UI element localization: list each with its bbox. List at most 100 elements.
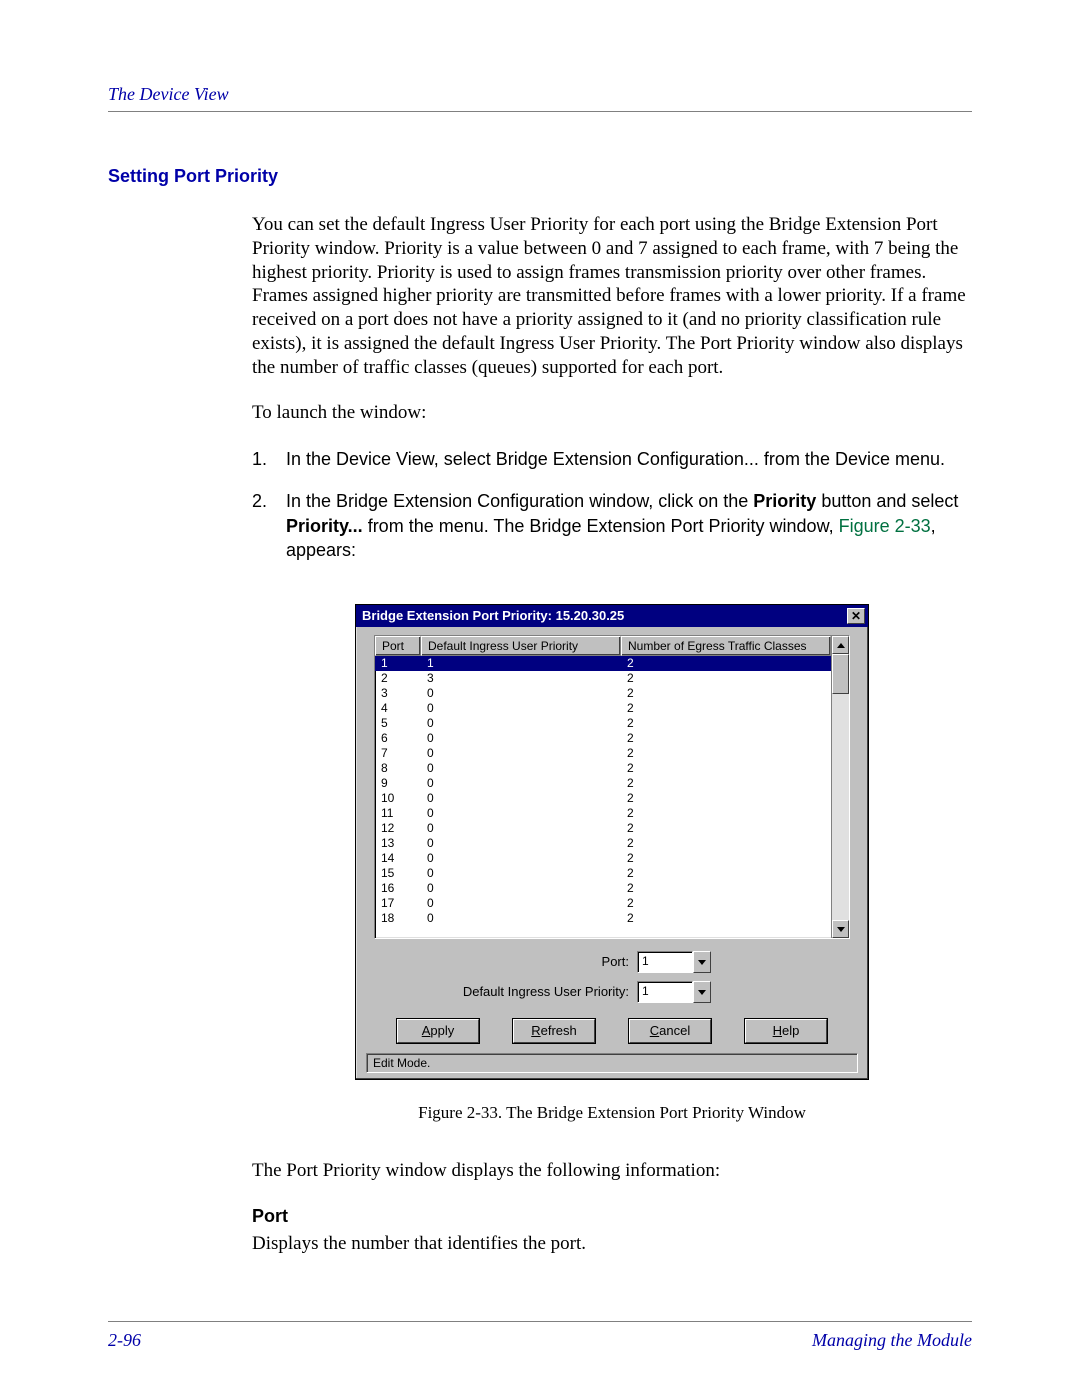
cell-port: 17 — [375, 896, 421, 911]
text-fragment: from the menu. The Bridge Extension Port… — [363, 516, 839, 536]
cell-port: 18 — [375, 911, 421, 926]
column-header-classes[interactable]: Number of Egress Traffic Classes — [621, 636, 831, 656]
refresh-button[interactable]: Refresh — [513, 1019, 595, 1043]
cell-port: 7 — [375, 746, 421, 761]
table-row[interactable]: 1802 — [375, 911, 831, 926]
table-row[interactable]: 1502 — [375, 866, 831, 881]
help-button[interactable]: Help — [745, 1019, 827, 1043]
figure-container: Bridge Extension Port Priority: 15.20.30… — [252, 604, 972, 1123]
cell-priority: 0 — [421, 701, 621, 716]
titlebar[interactable]: Bridge Extension Port Priority: 15.20.30… — [356, 605, 868, 627]
cell-classes: 2 — [621, 731, 831, 746]
step-1: 1. In the Device View, select Bridge Ext… — [252, 447, 972, 471]
scroll-thumb[interactable] — [832, 654, 849, 694]
text-fragment: In the Bridge Extension Configuration wi… — [286, 491, 753, 511]
mnemonic: R — [531, 1023, 540, 1038]
cell-port: 5 — [375, 716, 421, 731]
bold-text: Priority — [753, 491, 816, 511]
cell-priority: 0 — [421, 836, 621, 851]
table-row[interactable]: 1402 — [375, 851, 831, 866]
cell-priority: 0 — [421, 806, 621, 821]
bold-text: Priority... — [286, 516, 363, 536]
port-combobox-button[interactable] — [693, 951, 711, 973]
cell-priority: 0 — [421, 716, 621, 731]
cell-classes: 2 — [621, 776, 831, 791]
column-header-port[interactable]: Port — [375, 636, 421, 656]
table-row[interactable]: 112 — [375, 656, 831, 671]
cell-priority: 0 — [421, 746, 621, 761]
cell-priority: 0 — [421, 791, 621, 806]
cell-classes: 2 — [621, 866, 831, 881]
table-row[interactable]: 1202 — [375, 821, 831, 836]
cell-port: 1 — [375, 656, 421, 671]
priority-combobox-value[interactable]: 1 — [637, 981, 693, 1003]
cell-classes: 2 — [621, 761, 831, 776]
status-text: Edit Mode. — [373, 1056, 430, 1070]
scroll-up-button[interactable] — [832, 636, 849, 654]
table-row[interactable]: 502 — [375, 716, 831, 731]
table-row[interactable]: 232 — [375, 671, 831, 686]
port-select-row: Port: 1 — [366, 951, 858, 973]
priority-combobox[interactable]: 1 — [637, 981, 711, 1003]
table-row[interactable]: 802 — [375, 761, 831, 776]
port-combobox-value[interactable]: 1 — [637, 951, 693, 973]
cell-port: 11 — [375, 806, 421, 821]
info-paragraph: The Port Priority window displays the fo… — [252, 1159, 972, 1183]
cell-priority: 3 — [421, 671, 621, 686]
cell-port: 2 — [375, 671, 421, 686]
table-row[interactable]: 702 — [375, 746, 831, 761]
page-footer: 2-96 Managing the Module — [108, 1321, 972, 1351]
page-number: 2-96 — [108, 1330, 141, 1351]
listview-content: Port Default Ingress User Priority Numbe… — [375, 636, 831, 938]
cell-classes: 2 — [621, 881, 831, 896]
vertical-scrollbar[interactable] — [831, 636, 849, 938]
column-header-priority[interactable]: Default Ingress User Priority — [421, 636, 621, 656]
table-row[interactable]: 1602 — [375, 881, 831, 896]
dialog-window: Bridge Extension Port Priority: 15.20.30… — [355, 604, 869, 1080]
cell-classes: 2 — [621, 656, 831, 671]
section-heading: Setting Port Priority — [108, 166, 972, 187]
cell-classes: 2 — [621, 911, 831, 926]
port-combobox[interactable]: 1 — [637, 951, 711, 973]
button-label: efresh — [541, 1023, 577, 1038]
cell-port: 16 — [375, 881, 421, 896]
button-label: ancel — [659, 1023, 690, 1038]
cell-priority: 0 — [421, 881, 621, 896]
button-label: pply — [430, 1023, 454, 1038]
table-row[interactable]: 902 — [375, 776, 831, 791]
apply-button[interactable]: Apply — [397, 1019, 479, 1043]
step-number: 2. — [252, 489, 286, 562]
cell-port: 6 — [375, 731, 421, 746]
cell-port: 13 — [375, 836, 421, 851]
table-row[interactable]: 302 — [375, 686, 831, 701]
table-row[interactable]: 1102 — [375, 806, 831, 821]
running-head: The Device View — [108, 84, 972, 105]
table-row[interactable]: 1002 — [375, 791, 831, 806]
table-row[interactable]: 602 — [375, 731, 831, 746]
table-row[interactable]: 1302 — [375, 836, 831, 851]
priority-combobox-button[interactable] — [693, 981, 711, 1003]
cell-port: 4 — [375, 701, 421, 716]
cell-classes: 2 — [621, 686, 831, 701]
close-button[interactable]: ✕ — [847, 608, 865, 624]
cancel-button[interactable]: Cancel — [629, 1019, 711, 1043]
cell-priority: 0 — [421, 896, 621, 911]
cell-priority: 0 — [421, 686, 621, 701]
chapter-title: Managing the Module — [812, 1330, 972, 1351]
scroll-track[interactable] — [832, 694, 849, 920]
table-row[interactable]: 1702 — [375, 896, 831, 911]
cell-port: 10 — [375, 791, 421, 806]
cell-port: 15 — [375, 866, 421, 881]
port-listview[interactable]: Port Default Ingress User Priority Numbe… — [374, 635, 850, 939]
cell-priority: 0 — [421, 866, 621, 881]
form-area: Port: 1 Default Ingress User Priority: 1 — [366, 951, 858, 1003]
cell-classes: 2 — [621, 821, 831, 836]
cell-port: 9 — [375, 776, 421, 791]
cell-priority: 0 — [421, 761, 621, 776]
chevron-down-icon — [698, 960, 706, 965]
table-row[interactable]: 402 — [375, 701, 831, 716]
cell-classes: 2 — [621, 791, 831, 806]
scroll-down-button[interactable] — [832, 920, 849, 938]
window-body: Port Default Ingress User Priority Numbe… — [356, 627, 868, 1079]
listview-rows: 1122323024025026027028029021002110212021… — [375, 656, 831, 926]
